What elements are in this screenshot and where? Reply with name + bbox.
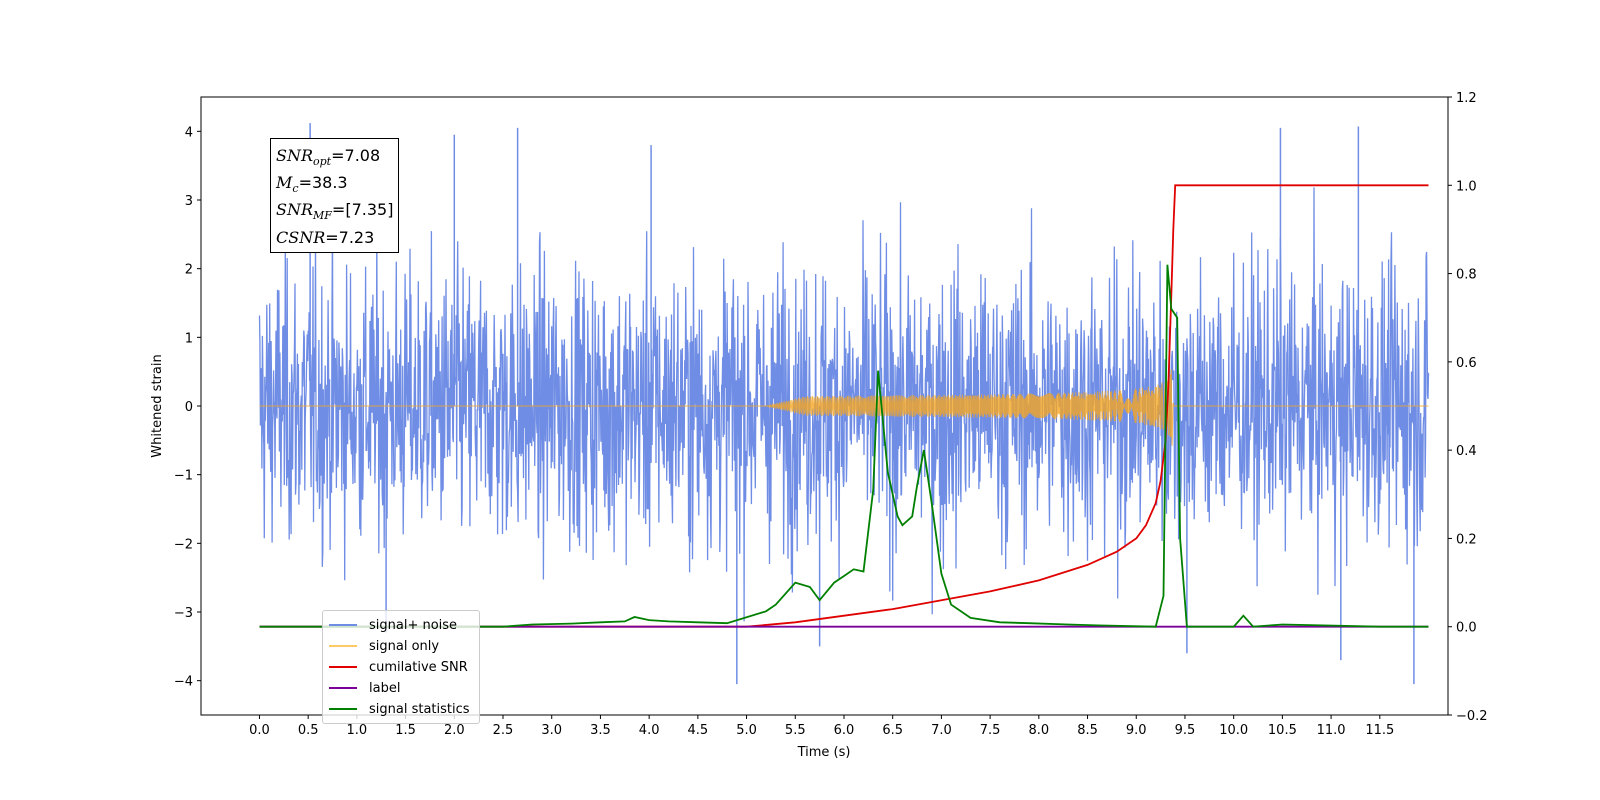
x-tick-label: 1.5 xyxy=(395,723,416,738)
x-tick-label: 11.0 xyxy=(1317,723,1346,738)
x-tick-label: 1.0 xyxy=(347,723,368,738)
legend-swatch xyxy=(329,645,357,647)
series-signal-statistics xyxy=(259,264,1429,628)
legend-item: signal+ noise xyxy=(329,615,457,635)
snr-opt-line: SNRopt=7.08 xyxy=(276,146,381,169)
x-tick-label: 6.0 xyxy=(834,723,855,738)
y-right-tick-label: 0.2 xyxy=(1456,532,1477,547)
y-right-tick-label: 1.2 xyxy=(1456,91,1477,106)
y-left-tick-label: 2 xyxy=(185,263,193,278)
y-left-tick-label: 1 xyxy=(185,331,193,346)
mc-line: Mc=38.3 xyxy=(276,173,348,196)
y-left-tick-label: −4 xyxy=(174,675,193,690)
legend-swatch xyxy=(329,708,357,710)
x-tick-label: 8.0 xyxy=(1028,723,1049,738)
x-tick-label: 0.0 xyxy=(249,723,270,738)
stats-annotation: SNRopt=7.08 Mc=38.3 SNRMF=[7.35] CSNR=7.… xyxy=(270,138,400,253)
y-right-tick-label: 0.0 xyxy=(1456,621,1477,636)
x-tick-label: 0.5 xyxy=(298,723,319,738)
legend-swatch xyxy=(329,666,357,668)
x-tick-label: 2.5 xyxy=(493,723,514,738)
legend-item: signal statistics xyxy=(329,699,470,719)
y-axis-title: Whitened strain xyxy=(150,354,165,457)
x-tick-label: 4.0 xyxy=(639,723,660,738)
x-tick-label: 8.5 xyxy=(1077,723,1098,738)
y-left-tick-label: 4 xyxy=(185,125,193,140)
x-tick-label: 10.5 xyxy=(1268,723,1297,738)
y-left-tick-label: −2 xyxy=(174,537,193,552)
legend-swatch xyxy=(329,624,357,626)
legend-label: signal+ noise xyxy=(369,617,458,633)
legend-label: cumilative SNR xyxy=(369,659,468,675)
legend-label: label xyxy=(369,680,401,696)
x-tick-label: 5.0 xyxy=(736,723,757,738)
y-right-tick-label: 0.4 xyxy=(1456,444,1477,459)
legend-label: signal only xyxy=(369,638,440,654)
y-right-tick-label: −0.2 xyxy=(1456,709,1488,724)
y-left-tick-label: −3 xyxy=(174,606,193,621)
series-signal-only xyxy=(259,369,1429,446)
legend-swatch xyxy=(329,687,357,689)
x-tick-label: 6.5 xyxy=(882,723,903,738)
legend-item: cumilative SNR xyxy=(329,657,468,677)
csnr-line: CSNR=7.23 xyxy=(276,227,375,247)
x-tick-label: 7.5 xyxy=(980,723,1001,738)
x-tick-label: 3.0 xyxy=(541,723,562,738)
x-tick-label: 11.5 xyxy=(1365,723,1394,738)
y-right-tick-label: 0.6 xyxy=(1456,356,1477,371)
y-left-tick-label: 3 xyxy=(185,194,193,209)
x-tick-label: 9.0 xyxy=(1126,723,1147,738)
x-tick-label: 10.0 xyxy=(1219,723,1248,738)
x-tick-label: 4.5 xyxy=(688,723,709,738)
x-tick-label: 3.5 xyxy=(590,723,611,738)
y-left-tick-label: −1 xyxy=(174,469,193,484)
legend-item: label xyxy=(329,678,400,698)
x-tick-label: 9.5 xyxy=(1175,723,1196,738)
snr-mf-line: SNRMF=[7.35] xyxy=(276,200,394,223)
x-axis: 0.0 0.5 1.0 1.5 2.0 2.5 3.0 3.5 4.0 4.5 5.0 5.5 6.0 6… xyxy=(249,715,1394,738)
y-axis-left: 4 3 2 1 0 −1 −2 −3 −4 xyxy=(174,125,201,690)
y-right-tick-label: 1.0 xyxy=(1456,179,1477,194)
legend: signal+ noise signal only cumilative SNR… xyxy=(322,610,480,724)
x-tick-label: 5.5 xyxy=(785,723,806,738)
y-right-tick-label: 0.8 xyxy=(1456,268,1477,283)
y-left-tick-label: 0 xyxy=(185,400,193,415)
legend-label: signal statistics xyxy=(369,701,470,717)
x-tick-label: 7.0 xyxy=(931,723,952,738)
x-tick-label: 2.0 xyxy=(444,723,465,738)
y-axis-right: 1.2 1.0 0.8 0.6 0.4 0.2 0.0 −0.2 xyxy=(1448,91,1488,724)
x-axis-title: Time (s) xyxy=(797,745,851,760)
series-cumulative-snr xyxy=(259,184,1429,628)
legend-item: signal only xyxy=(329,636,439,656)
